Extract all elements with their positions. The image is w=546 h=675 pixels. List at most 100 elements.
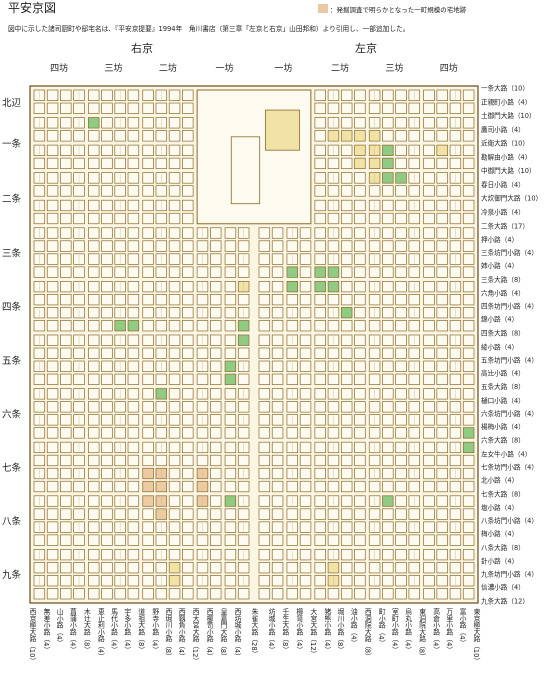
- block: [354, 373, 366, 385]
- block: [46, 508, 59, 520]
- block: [73, 294, 85, 306]
- block: [368, 185, 381, 197]
- block: [423, 240, 435, 252]
- block: [462, 227, 475, 239]
- block: [114, 157, 126, 170]
- block: [382, 427, 394, 439]
- block: [327, 588, 340, 600]
- block: [209, 388, 222, 400]
- block: [423, 130, 435, 142]
- block: [436, 320, 448, 332]
- block: [395, 508, 407, 520]
- block: [168, 172, 181, 184]
- block: [395, 240, 407, 252]
- block: [182, 117, 194, 129]
- block: [224, 347, 237, 359]
- note: 図中に示した諸司厨町や邸宅名は、『平安京提要』1994年 角川書店（第三章「左京…: [8, 24, 409, 33]
- block: [395, 117, 407, 129]
- block: [408, 157, 420, 170]
- block: [368, 320, 381, 332]
- block: [127, 588, 140, 600]
- block: [101, 281, 113, 293]
- block: [286, 347, 299, 359]
- block: [462, 508, 475, 520]
- block: [258, 480, 271, 493]
- block: [258, 588, 271, 600]
- block: [299, 347, 312, 359]
- block: [182, 130, 194, 142]
- ward-label: 左京: [355, 41, 377, 55]
- block: [209, 240, 222, 252]
- block: [449, 320, 462, 332]
- block: [73, 427, 85, 439]
- block: [46, 212, 59, 225]
- block: [408, 562, 420, 574]
- block: [299, 281, 312, 293]
- block: [340, 185, 353, 197]
- block: [101, 212, 113, 225]
- street-ew-label: 正親町小路（4）: [481, 97, 531, 106]
- block: [88, 307, 100, 319]
- street-ns-label: 西京極大路（10）: [28, 608, 36, 664]
- block: [408, 240, 420, 252]
- block: [33, 130, 46, 142]
- block: [449, 266, 462, 278]
- block: [46, 294, 59, 306]
- block: [382, 534, 394, 546]
- block: [101, 441, 113, 454]
- block: [395, 320, 407, 332]
- block: [271, 266, 284, 278]
- block: [224, 388, 237, 400]
- block: [196, 427, 209, 439]
- block: [299, 588, 312, 600]
- block: [395, 521, 407, 533]
- jo-label: 一条: [2, 138, 22, 150]
- block: [436, 212, 448, 225]
- block: [88, 185, 100, 197]
- block: [314, 588, 326, 600]
- block: [327, 294, 340, 306]
- block: [354, 534, 366, 546]
- block: [271, 521, 284, 533]
- block: [127, 562, 140, 574]
- block: [314, 117, 326, 129]
- jo-label: 九条: [2, 569, 22, 581]
- block: [127, 89, 140, 101]
- block: [299, 414, 312, 426]
- block: [436, 185, 448, 197]
- block: [354, 521, 366, 533]
- block: [209, 480, 222, 493]
- bo-label: 四坊: [50, 62, 68, 74]
- block: [423, 157, 435, 170]
- block: [73, 240, 85, 252]
- street-ew-label: 高辻小路（4）: [481, 368, 525, 377]
- block: [354, 320, 366, 332]
- block: [168, 480, 181, 493]
- block: [127, 549, 140, 561]
- street-ew-label: 六角小路（4）: [481, 289, 525, 298]
- block: [46, 307, 59, 319]
- block: [142, 102, 154, 114]
- block: [142, 212, 154, 225]
- block: [73, 266, 85, 278]
- block: [142, 427, 154, 439]
- block: [127, 117, 140, 129]
- block: [395, 480, 407, 493]
- block: [46, 281, 59, 293]
- street-ns-label: 木辻大路（8）: [82, 607, 90, 653]
- block: [88, 253, 100, 265]
- block: [33, 157, 46, 170]
- block: [182, 549, 194, 561]
- block: [423, 575, 435, 587]
- street-ns-label: 烏丸小路（4）: [404, 607, 412, 653]
- block: [88, 467, 100, 480]
- block: [224, 360, 237, 372]
- block: [423, 281, 435, 293]
- block: [395, 388, 407, 400]
- block: [114, 294, 126, 306]
- street-ew-label: 三条坊門小路（4）: [481, 248, 538, 257]
- block: [395, 130, 407, 142]
- block: [271, 334, 284, 346]
- block: [60, 320, 72, 332]
- block: [114, 480, 126, 493]
